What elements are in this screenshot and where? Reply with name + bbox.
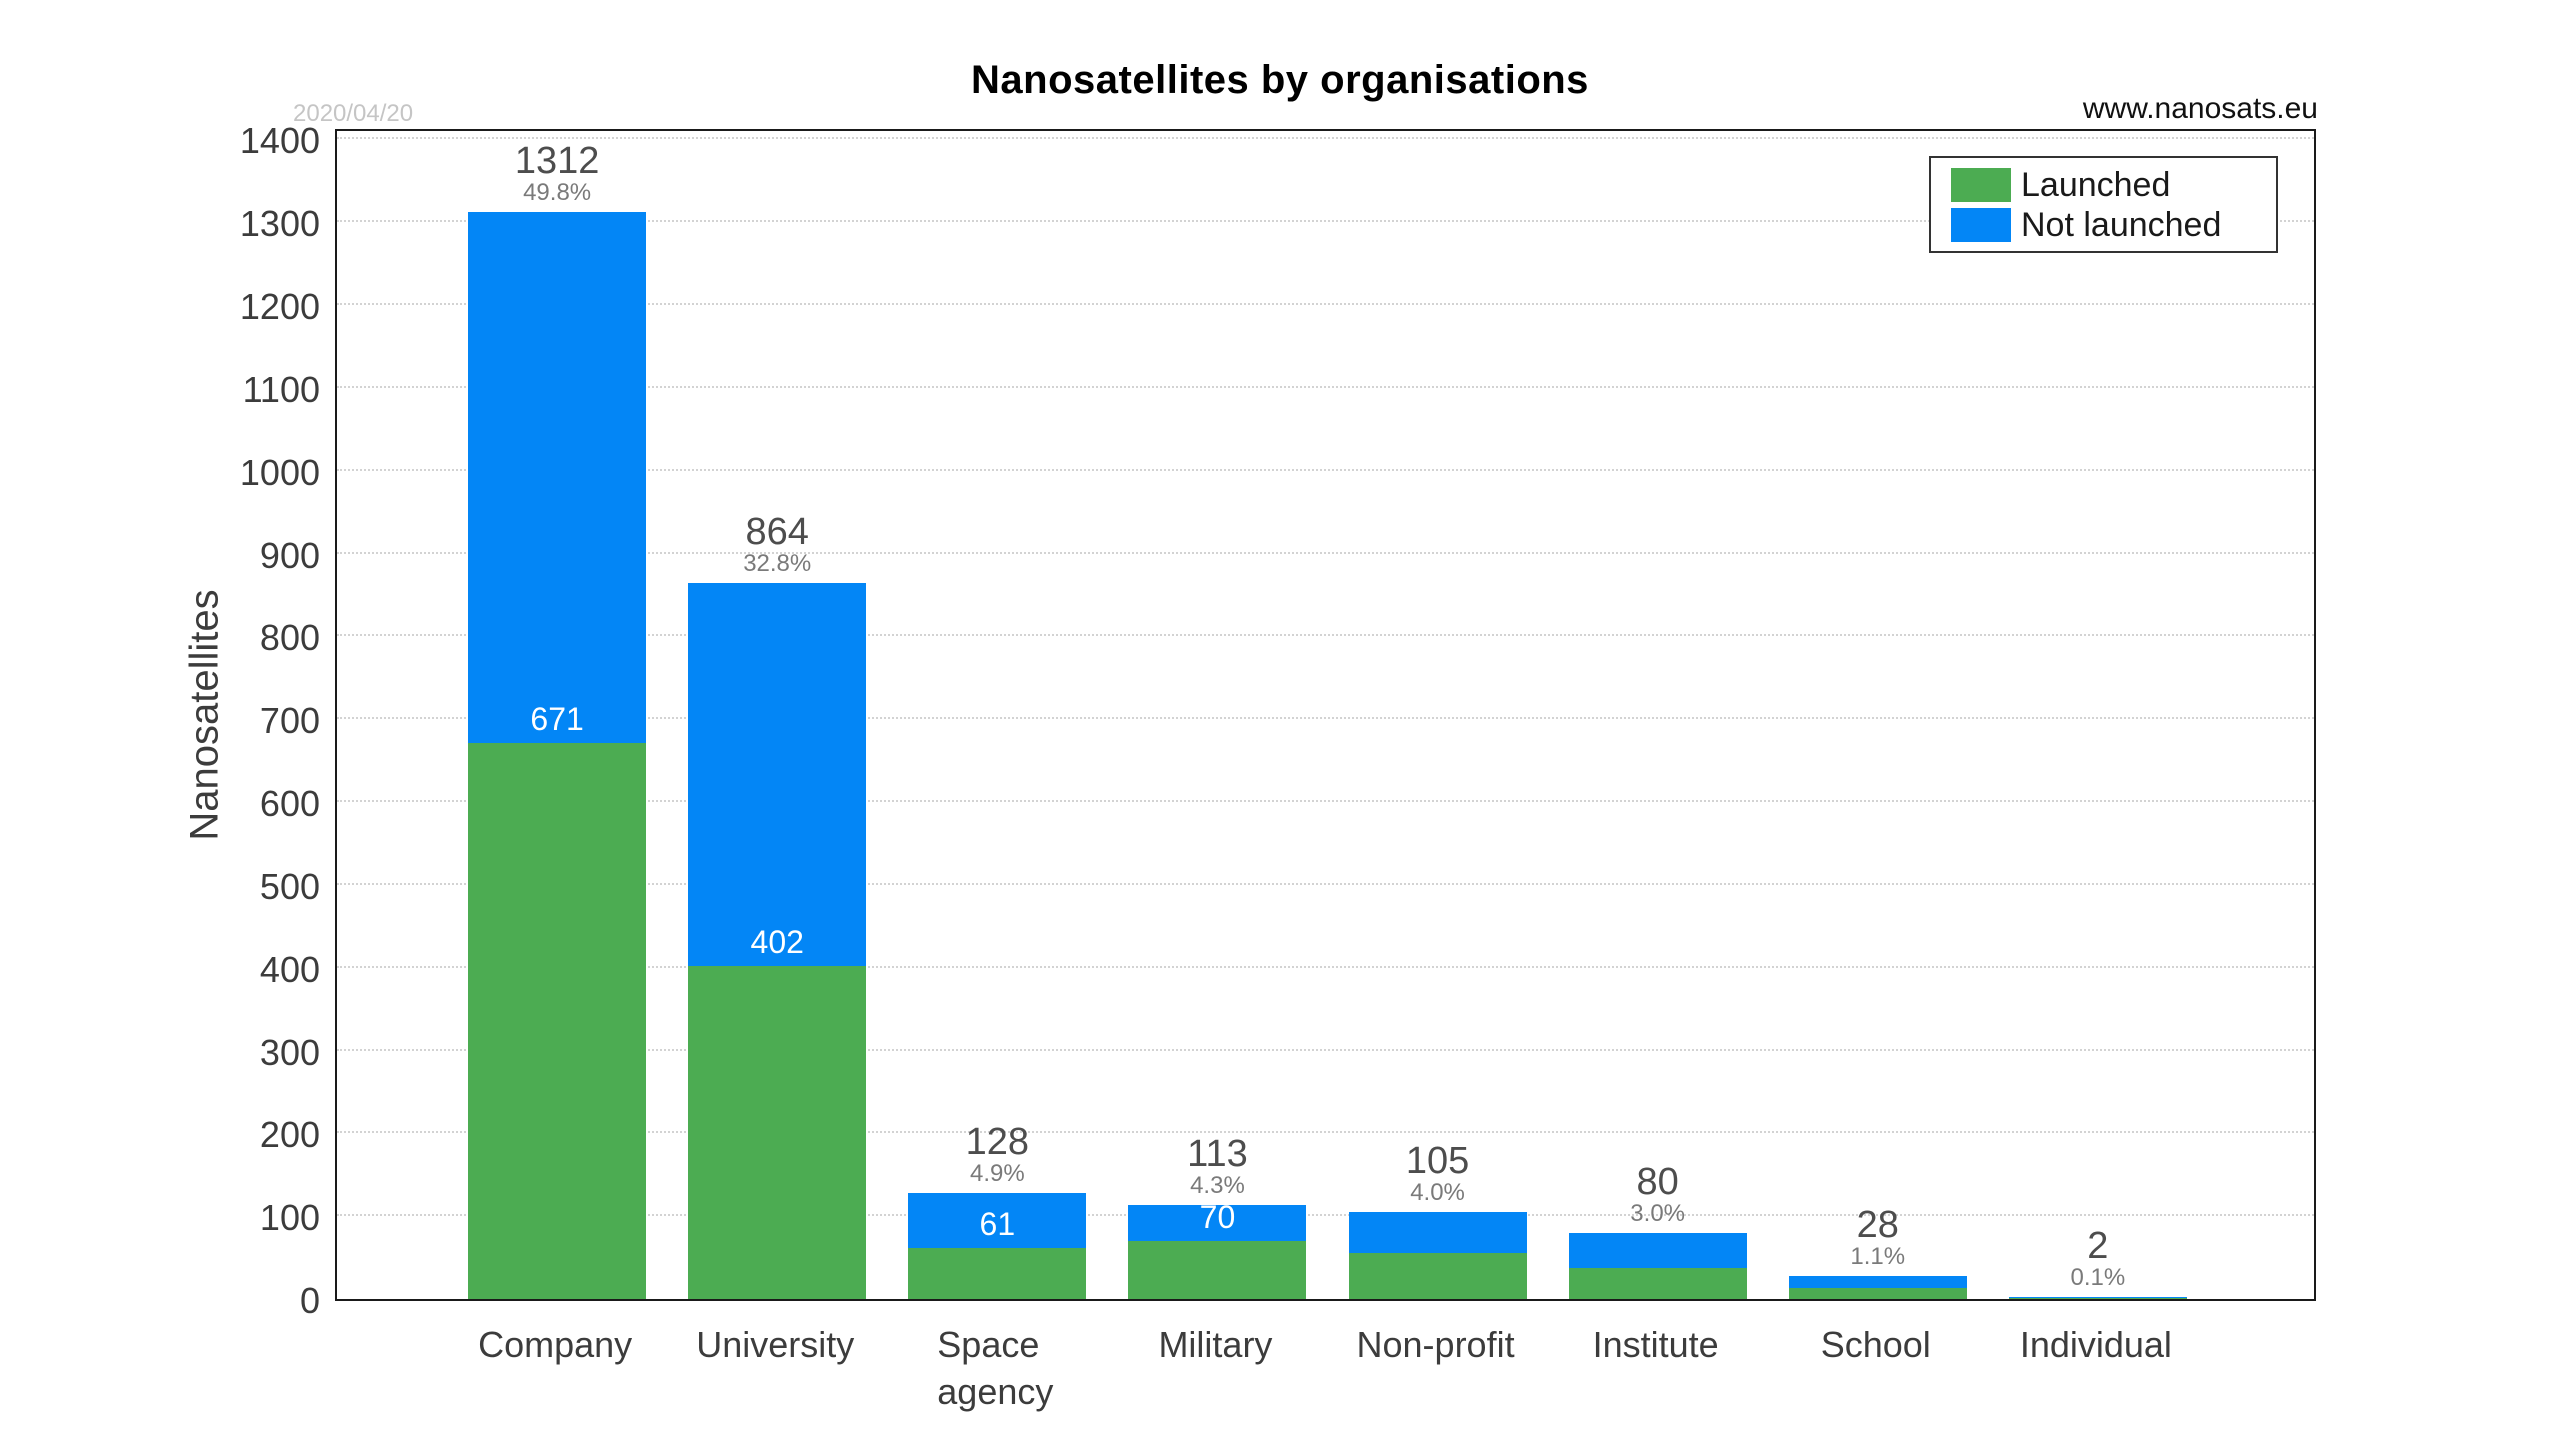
bar-institute-total-label: 80 [1636, 1160, 1679, 1203]
bar-institute-percent-label: 3.0% [1630, 1199, 1686, 1227]
x-tick-label-company: Company [478, 1324, 633, 1365]
y-tick-label-800: 800 [259, 617, 320, 659]
x-tick-label-institute: Institute [1592, 1324, 1719, 1365]
bar-military-launched-count-label: 70 [1199, 1199, 1236, 1236]
legend-label: Launched [2021, 165, 2171, 204]
gridline-y-500 [337, 882, 2314, 885]
y-tick-label-1100: 1100 [242, 368, 320, 410]
y-tick-label-100: 100 [259, 1197, 320, 1239]
bar-individual [2008, 1297, 2187, 1299]
bar-institute-not-launched-segment [1568, 1232, 1747, 1268]
gridline-y-1400 [337, 137, 2314, 140]
bar-military-percent-label: 4.3% [1190, 1172, 1245, 1200]
bar-space-agency-launched-count-label: 61 [979, 1206, 1016, 1243]
x-tick-label-space-agency: Space agency [937, 1324, 1054, 1412]
bar-school-percent-label: 1.1% [1850, 1242, 1906, 1270]
legend-swatch-not-launched [1951, 207, 2011, 242]
watermark-url: www.nanosats.eu [2082, 92, 2318, 125]
bar-institute-launched-segment [1568, 1267, 1747, 1299]
gridline-y-400 [337, 965, 2314, 968]
y-tick-label-0: 0 [299, 1280, 320, 1321]
bar-non-profit [1348, 1212, 1527, 1299]
legend-item-not-launched: Not launched [1951, 205, 2276, 244]
gridline-y-200 [337, 1131, 2314, 1134]
bar-university-launched-count-label: 402 [750, 924, 804, 961]
gridline-y-100 [337, 1214, 2314, 1217]
bar-space-agency [908, 1192, 1087, 1299]
bar-university-total-label: 864 [745, 511, 809, 554]
gridline-y-1200 [337, 303, 2314, 306]
y-tick-label-200: 200 [259, 1114, 320, 1156]
bar-non-profit-launched-segment [1348, 1252, 1527, 1299]
legend-item-launched: Launched [1951, 165, 2276, 204]
y-tick-label-300: 300 [259, 1031, 320, 1073]
bar-school-not-launched-segment [1788, 1275, 1967, 1289]
bar-individual-not-launched-segment [2008, 1297, 2187, 1299]
bar-space-agency-total-label: 128 [965, 1120, 1030, 1163]
date-stamp: 2020/04/20 [293, 100, 414, 127]
legend-label: Not launched [2021, 205, 2222, 244]
bar-company-not-launched-segment [468, 212, 647, 744]
bar-school-total-label: 28 [1856, 1203, 1899, 1246]
y-tick-label-1000: 1000 [239, 451, 320, 493]
x-tick-label-military: Military [1158, 1324, 1273, 1365]
bar-non-profit-not-launched-segment [1348, 1212, 1527, 1253]
bar-individual-launched-segment [2008, 1298, 2187, 1299]
legend-swatch-launched [1951, 167, 2011, 202]
bar-company [468, 212, 647, 1299]
gridline-y-1100 [337, 385, 2314, 388]
y-tick-label-700: 700 [259, 700, 320, 742]
gridline-y-600 [337, 800, 2314, 803]
y-tick-label-1300: 1300 [239, 203, 320, 245]
gridline-y-1300 [337, 220, 2314, 223]
bar-military [1128, 1205, 1307, 1299]
bar-military-launched-segment [1128, 1241, 1307, 1299]
bar-company-launched-count-label: 671 [530, 701, 584, 738]
bar-university-not-launched-segment [688, 583, 867, 967]
bar-company-percent-label: 49.8% [523, 179, 592, 207]
bar-university-launched-segment [688, 966, 867, 1299]
x-tick-label-non-profit: Non-profit [1356, 1324, 1515, 1365]
y-tick-label-1400: 1400 [239, 120, 320, 162]
y-tick-label-500: 500 [259, 865, 320, 907]
y-tick-label-1200: 1200 [239, 286, 320, 328]
x-tick-label-university: University [696, 1324, 855, 1365]
gridline-y-1000 [337, 468, 2314, 471]
bar-space-agency-percent-label: 4.9% [969, 1159, 1025, 1187]
y-tick-label-600: 600 [259, 783, 320, 825]
x-tick-label-individual: Individual [2019, 1324, 2172, 1365]
legend: Launched Not launched [1929, 156, 2278, 253]
bar-school [1788, 1275, 1967, 1299]
bar-university [688, 583, 867, 1299]
gridline-y-800 [337, 634, 2314, 637]
bar-individual-percent-label: 0.1% [2070, 1264, 2126, 1292]
bar-company-total-label: 1312 [514, 140, 600, 183]
bar-university-percent-label: 32.8% [743, 550, 812, 578]
y-tick-label-900: 900 [259, 534, 320, 576]
bar-institute [1568, 1232, 1747, 1299]
gridline-y-300 [337, 1048, 2314, 1051]
bar-military-total-label: 113 [1187, 1133, 1248, 1176]
x-tick-label-school: School [1820, 1324, 1931, 1365]
bar-school-launched-segment [1788, 1288, 1967, 1299]
bar-space-agency-launched-segment [908, 1248, 1087, 1299]
y-tick-label-400: 400 [259, 948, 320, 990]
bar-individual-total-label: 2 [2087, 1225, 2109, 1268]
bar-military-not-launched-segment [1128, 1205, 1307, 1242]
bar-company-launched-segment [468, 743, 647, 1299]
bar-space-agency-not-launched-segment [908, 1192, 1087, 1249]
bar-non-profit-total-label: 105 [1405, 1140, 1470, 1183]
bar-non-profit-percent-label: 4.0% [1410, 1179, 1465, 1207]
plot-area: 1312 49.8% 671 864 32.8% 402 128 4.9% 61 113 4.3% 7… [335, 129, 2316, 1301]
chart-title: Nanosatellites by organisations [971, 58, 1589, 102]
gridline-y-900 [337, 551, 2314, 554]
gridline-y-700 [337, 717, 2314, 720]
